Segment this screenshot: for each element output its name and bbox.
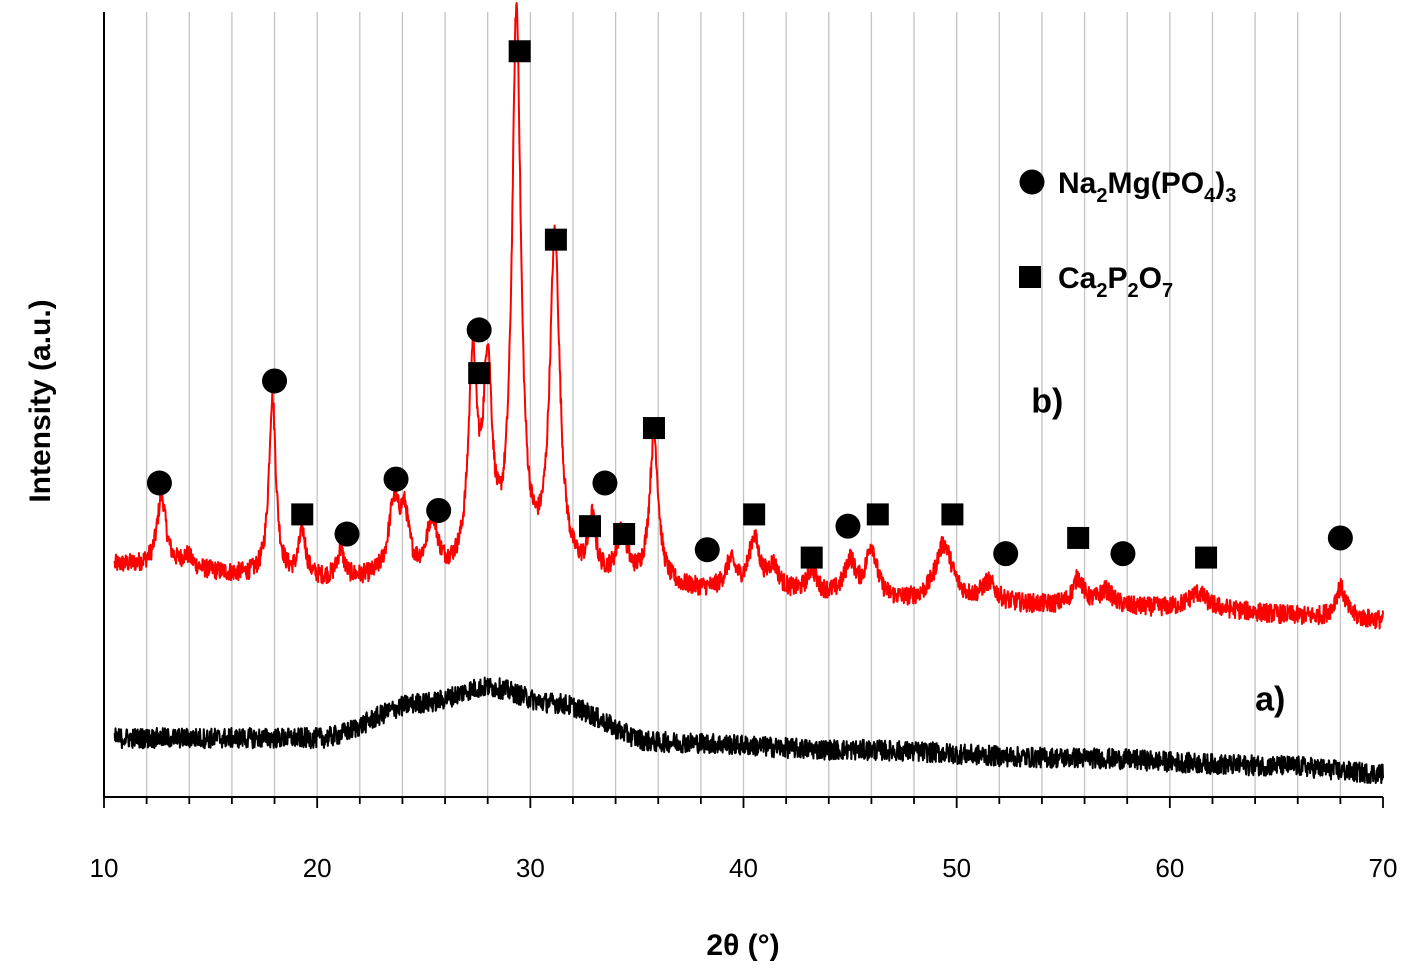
legend-subscript: 2 bbox=[1096, 185, 1107, 207]
marker-circle bbox=[1327, 525, 1353, 551]
marker-square bbox=[613, 523, 636, 546]
vertical-gridlines bbox=[145, 12, 1342, 797]
legend-square-marker bbox=[1019, 266, 1041, 288]
series-a-line bbox=[113, 676, 1384, 785]
legend-text-part: Mg(PO bbox=[1107, 167, 1204, 200]
marker-circle bbox=[1110, 541, 1136, 567]
x-tick-label: 60 bbox=[1155, 853, 1184, 883]
legend-label: Na2Mg(PO4)3 bbox=[1058, 167, 1236, 207]
marker-square bbox=[743, 503, 766, 526]
curve-label-b: b) bbox=[1031, 382, 1063, 420]
curve-label-a: a) bbox=[1255, 681, 1285, 719]
marker-circle bbox=[383, 466, 409, 492]
legend-text-part: O bbox=[1139, 262, 1162, 295]
x-tick-label: 50 bbox=[942, 853, 971, 883]
marker-square bbox=[1067, 526, 1090, 549]
series-b-line bbox=[113, 2, 1384, 630]
x-tick-label: 10 bbox=[90, 853, 119, 883]
phase-markers bbox=[146, 40, 1353, 569]
legend-text-part: Ca bbox=[1058, 262, 1097, 295]
marker-circle bbox=[835, 513, 861, 539]
marker-circle bbox=[426, 497, 452, 523]
legend-text-part: P bbox=[1107, 262, 1127, 295]
x-tick-labels: 10 20 30 40 50 60 70 bbox=[90, 853, 1398, 883]
marker-square bbox=[642, 417, 665, 440]
legend-subscript: 4 bbox=[1204, 185, 1216, 207]
y-axis-title: Intensity (a.u.) bbox=[24, 299, 57, 502]
legend-circle-marker bbox=[1019, 169, 1045, 195]
x-tick-label: 70 bbox=[1369, 853, 1398, 883]
marker-square bbox=[800, 546, 823, 569]
x-tick-label: 40 bbox=[729, 853, 758, 883]
marker-square bbox=[866, 503, 889, 526]
marker-circle bbox=[694, 537, 720, 563]
axes bbox=[103, 12, 1384, 808]
x-axis-title: 2θ (°) bbox=[706, 929, 779, 962]
marker-square bbox=[468, 362, 491, 385]
x-tick-label: 20 bbox=[303, 853, 332, 883]
marker-circle bbox=[262, 368, 288, 394]
legend-text-part: Na bbox=[1058, 167, 1097, 200]
legend-subscript: 7 bbox=[1162, 280, 1173, 302]
marker-circle bbox=[993, 541, 1019, 567]
legend-subscript: 2 bbox=[1128, 280, 1139, 302]
marker-circle bbox=[466, 317, 492, 343]
legend-label: Ca2P2O7 bbox=[1058, 262, 1173, 302]
marker-circle bbox=[592, 470, 618, 496]
curve-labels: b) a) bbox=[1031, 382, 1285, 718]
marker-square bbox=[544, 228, 567, 251]
marker-square bbox=[579, 515, 602, 538]
marker-square bbox=[941, 503, 964, 526]
x-tick-label: 30 bbox=[516, 853, 545, 883]
marker-circle bbox=[334, 521, 360, 547]
legend-subscript: 2 bbox=[1096, 280, 1107, 302]
marker-square bbox=[291, 503, 314, 526]
diffraction-curves bbox=[113, 2, 1384, 785]
marker-circle bbox=[146, 470, 172, 496]
marker-square bbox=[1195, 546, 1218, 569]
legend-text-part: ) bbox=[1215, 167, 1225, 200]
marker-square bbox=[508, 40, 531, 63]
legend-subscript: 3 bbox=[1225, 185, 1236, 207]
